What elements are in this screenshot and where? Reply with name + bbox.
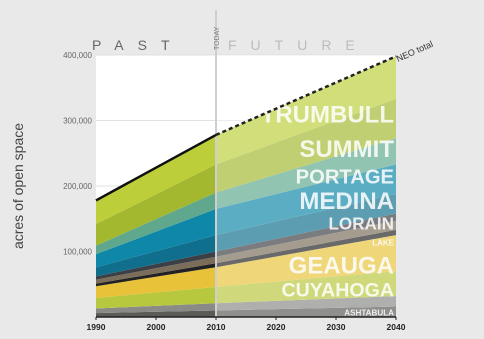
x-tick-5: 2040 [387, 322, 406, 332]
area-band-1 [96, 296, 396, 314]
series-label-10: SUMMIT [299, 136, 394, 163]
area-band-5 [96, 220, 396, 284]
area-band-11 [96, 56, 396, 224]
area-band-0 [96, 306, 396, 317]
x-tick-0: 1990 [87, 322, 106, 332]
area-band-6 [96, 213, 396, 280]
total-line-future [215, 55, 397, 137]
series-label-0: ASHTABULA [344, 309, 394, 318]
header-future: FUTURE [228, 37, 369, 53]
area-band-3 [96, 235, 396, 299]
y-tick-3: 400,000 [63, 51, 92, 60]
today-label: TODAY [214, 26, 221, 50]
area-band-10 [96, 98, 396, 246]
series-label-2: CUYAHOGA [281, 279, 394, 301]
series-label-5: LAKE [372, 239, 394, 248]
x-tick-3: 2020 [267, 322, 286, 332]
area-band-8 [96, 164, 396, 268]
area-band-7 [96, 193, 396, 277]
y-tick-1: 200,000 [63, 182, 92, 191]
series-label-9: PORTAGE [296, 166, 394, 188]
x-tick-2: 2010 [207, 322, 226, 332]
x-tick-1: 2000 [147, 322, 166, 332]
series-label-8: MEDINA [299, 188, 394, 215]
series-label-7: LORAIN [328, 215, 394, 234]
y-tick-2: 300,000 [63, 117, 92, 126]
area-band-9 [96, 138, 396, 255]
x-axis-ticks: 1990 2000 2010 2020 2030 2040 [87, 317, 406, 332]
y-tick-0: 100,000 [63, 248, 92, 257]
total-line-past [95, 133, 217, 202]
future-wash [216, 55, 396, 317]
x-tick-4: 2030 [327, 322, 346, 332]
area-series [96, 56, 396, 317]
header-past: PAST [92, 37, 184, 53]
y-axis-ticks: 100,000 200,000 300,000 400,000 [63, 51, 92, 257]
y-axis-label: acres of open space [10, 123, 26, 249]
area-band-4 [96, 229, 396, 287]
area-band-2 [96, 271, 396, 309]
series-label-3: GEAUGA [289, 253, 394, 280]
